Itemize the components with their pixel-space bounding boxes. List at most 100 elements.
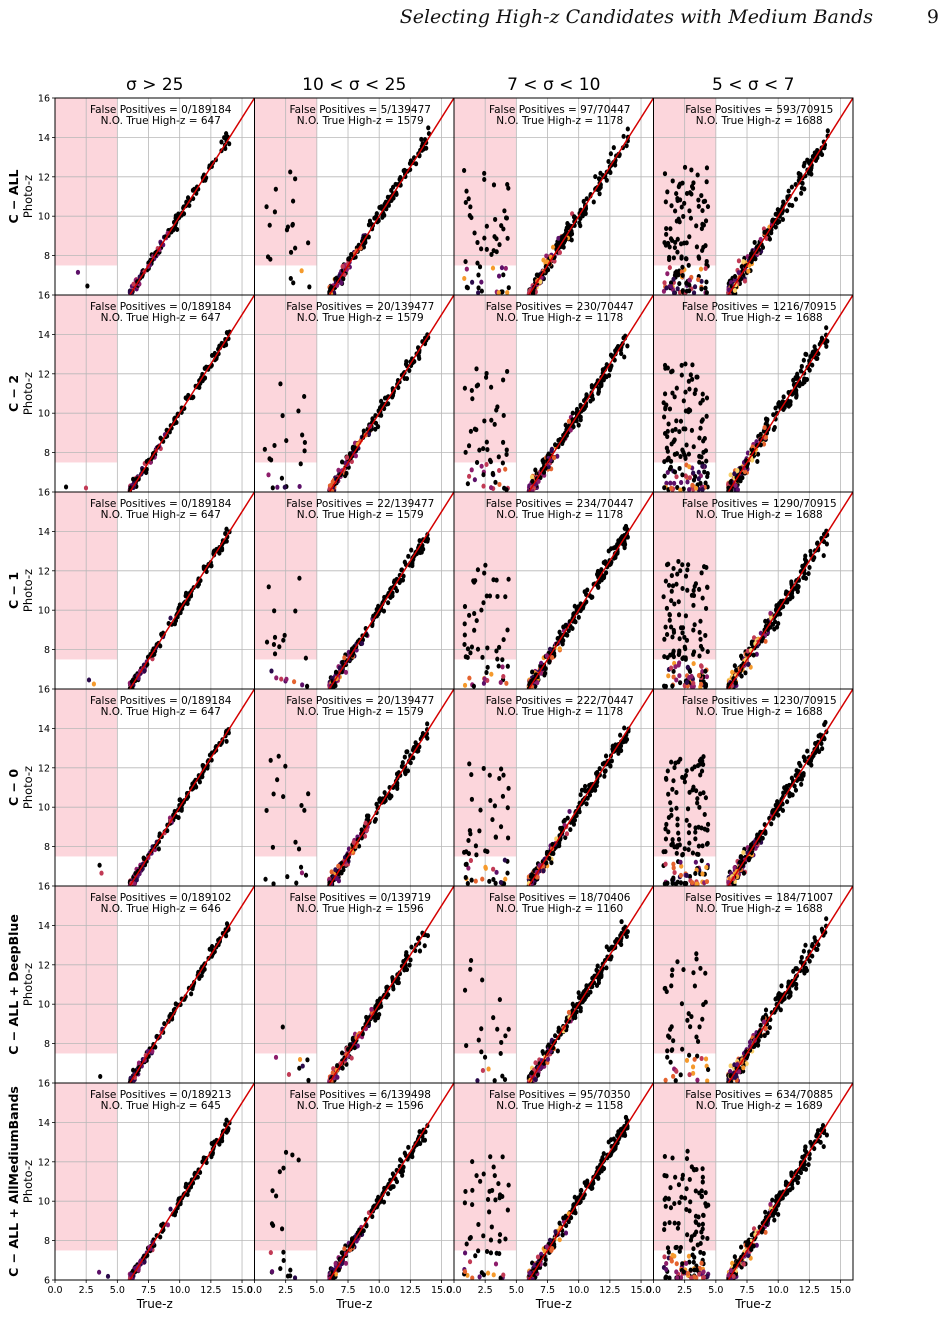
- data-point: [733, 483, 738, 489]
- outlier-point: [668, 800, 673, 806]
- outlier-point: [482, 170, 487, 176]
- outlier-point: [297, 1057, 303, 1063]
- outlier-point: [665, 189, 670, 195]
- false-positives-label: False Positives = 0/189184: [90, 695, 232, 707]
- y-tick-label: 12: [38, 369, 50, 380]
- outlier-point: [666, 582, 672, 588]
- panel-plot-area: [653, 295, 853, 492]
- data-point: [755, 458, 760, 464]
- panel-plot-area: [55, 492, 255, 689]
- data-point: [540, 458, 545, 464]
- outlier-point: [472, 611, 477, 617]
- outlier-point: [683, 456, 688, 462]
- outlier-point: [671, 629, 677, 635]
- data-point: [589, 594, 594, 600]
- outlier-point: [693, 871, 698, 877]
- false-positives-label: False Positives = 1230/70915: [682, 695, 837, 707]
- data-point: [732, 287, 738, 293]
- outlier-point: [462, 168, 467, 174]
- outlier-point: [63, 484, 69, 490]
- data-point: [400, 577, 406, 583]
- outlier-point: [676, 599, 681, 605]
- outlier-point: [662, 683, 667, 689]
- outlier-point: [662, 280, 667, 286]
- outlier-point: [697, 804, 702, 810]
- outlier-point: [288, 169, 293, 175]
- outlier-point: [477, 264, 483, 270]
- data-point: [331, 684, 336, 689]
- outlier-point: [680, 774, 685, 780]
- data-point: [396, 980, 401, 986]
- data-point: [539, 660, 544, 666]
- data-point: [751, 652, 756, 658]
- outlier-point: [703, 605, 709, 611]
- outlier-point: [484, 246, 489, 252]
- data-point: [805, 157, 810, 163]
- one-to-one-line: [129, 295, 255, 492]
- row-label-group: C − ALL + AllMediumBands Photo-z: [6, 1086, 35, 1277]
- data-point: [205, 765, 210, 771]
- data-point: [767, 236, 772, 242]
- y-tick-label: 16: [38, 94, 50, 105]
- true-highz-label: N.O. True High-z = 1688: [696, 312, 823, 324]
- y-tick-label: 16: [38, 685, 50, 696]
- outlier-point: [495, 593, 500, 599]
- data-point: [624, 143, 629, 149]
- outlier-point: [662, 654, 667, 660]
- figure-svg: σ > 25 10 < σ < 25 7 < σ < 10 5 < σ < 7C − …: [6, 75, 854, 1311]
- outlier-point: [465, 880, 470, 886]
- y-tick-label: 12: [38, 566, 50, 577]
- data-point: [395, 785, 400, 791]
- outlier-point: [499, 223, 504, 229]
- outlier-point: [484, 370, 489, 376]
- outlier-point: [700, 463, 705, 469]
- outlier-point: [704, 395, 710, 401]
- outlier-point: [662, 362, 668, 368]
- data-point: [141, 855, 146, 861]
- data-point: [425, 933, 430, 939]
- outlier-point: [293, 839, 298, 845]
- data-point: [340, 459, 345, 465]
- data-point: [157, 831, 162, 837]
- outlier-point: [305, 1057, 310, 1063]
- outlier-point: [480, 876, 485, 882]
- data-point: [541, 257, 546, 263]
- outlier-point: [675, 236, 680, 242]
- true-highz-label: N.O. True High-z = 647: [101, 312, 221, 324]
- data-point: [340, 263, 345, 269]
- data-point: [381, 608, 387, 614]
- data-point: [533, 467, 538, 473]
- data-point: [337, 665, 342, 671]
- row-label: C − ALL + AllMediumBands: [6, 1086, 21, 1277]
- outlier-point: [695, 800, 700, 806]
- outlier-point: [272, 209, 278, 215]
- outlier-point: [269, 668, 274, 674]
- outlier-point: [696, 203, 701, 209]
- data-point: [209, 563, 214, 569]
- column-title: 10 < σ < 25: [302, 75, 406, 95]
- outlier-point: [487, 772, 492, 778]
- outlier-point: [690, 787, 695, 793]
- outlier-point: [669, 284, 674, 290]
- panel-plot-area: [454, 689, 654, 886]
- data-point: [391, 579, 397, 585]
- outlier-point: [665, 448, 670, 454]
- outlier-point: [662, 430, 668, 436]
- outlier-point: [484, 593, 489, 599]
- data-point: [578, 216, 583, 222]
- outlier-point: [293, 245, 298, 251]
- data-point: [576, 422, 581, 428]
- outlier-point: [303, 655, 308, 661]
- outlier-point: [302, 807, 307, 813]
- outlier-point: [492, 803, 497, 809]
- true-highz-label: N.O. True High-z = 1688: [696, 115, 823, 127]
- outlier-point: [697, 586, 702, 592]
- data-point: [386, 202, 391, 208]
- data-point: [156, 846, 161, 852]
- outlier-point: [682, 634, 687, 640]
- outlier-point: [272, 651, 278, 657]
- outlier-point: [674, 418, 679, 424]
- outlier-point: [664, 285, 669, 291]
- data-point: [613, 348, 618, 354]
